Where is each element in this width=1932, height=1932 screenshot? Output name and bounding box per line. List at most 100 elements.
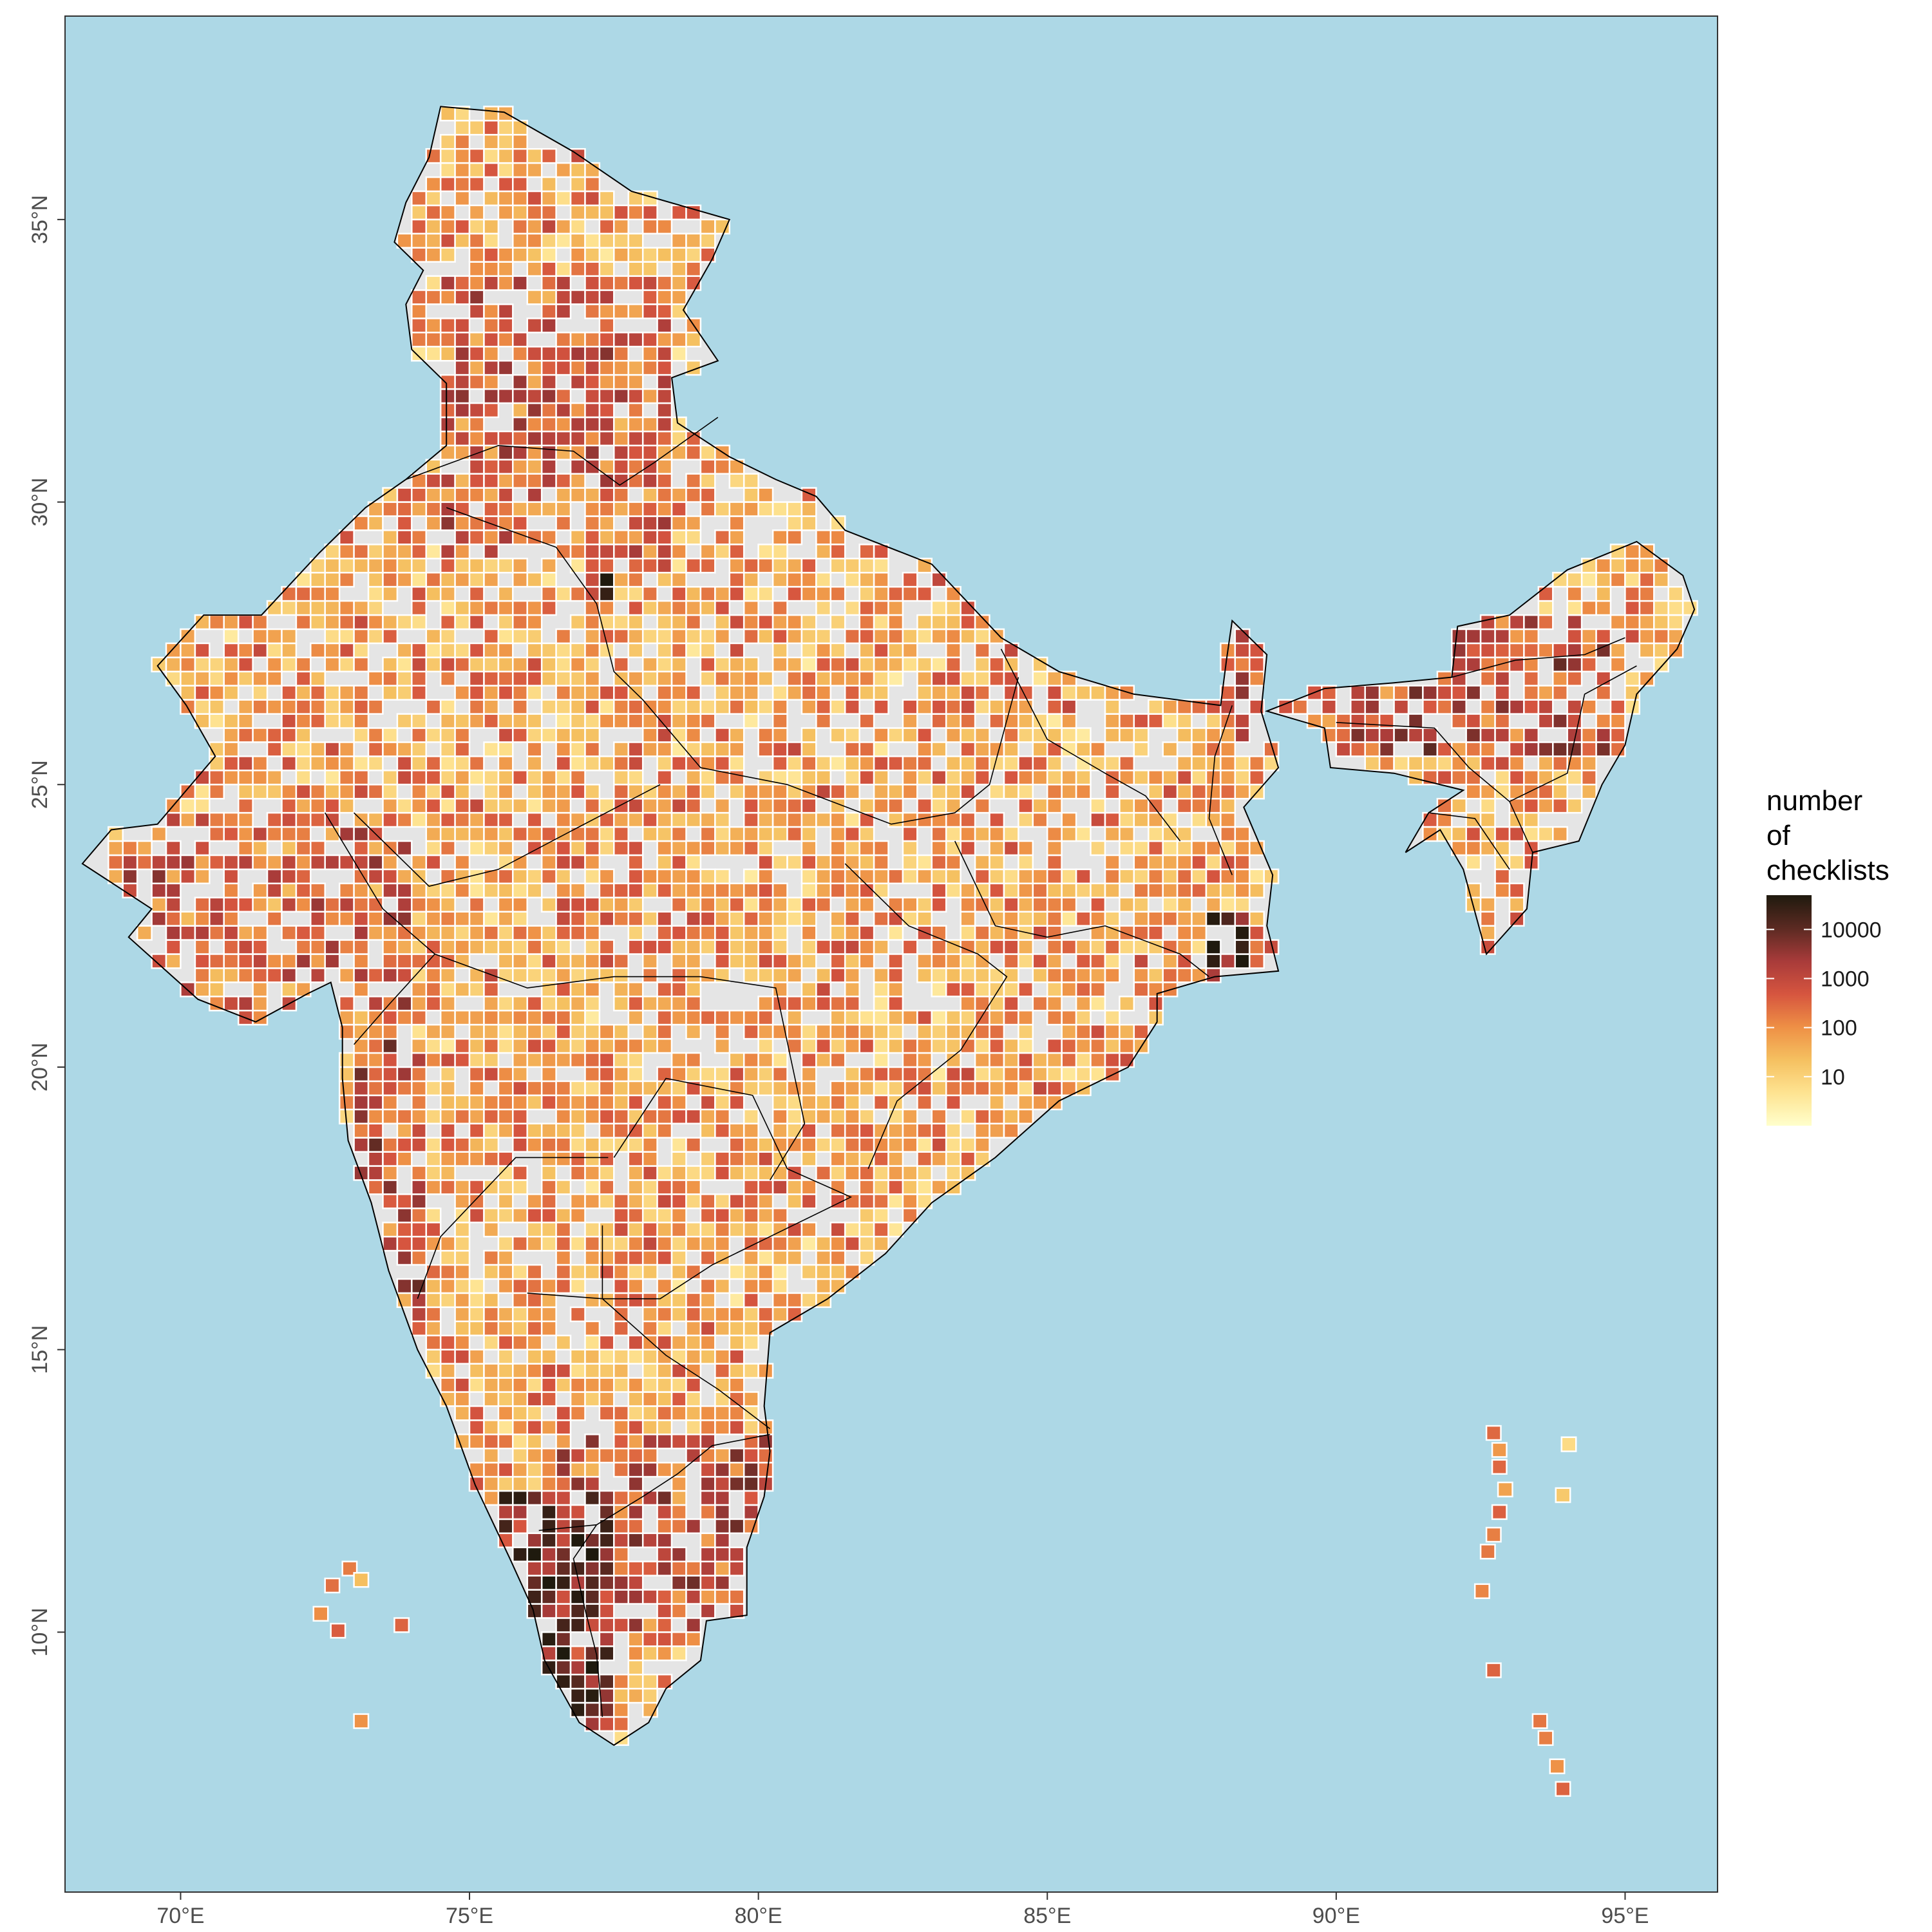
grid-cell [960, 925, 976, 941]
grid-cell [786, 811, 803, 828]
grid-cell [584, 925, 601, 941]
grid-cell [613, 656, 629, 673]
grid-cell [1119, 797, 1135, 814]
grid-cell [786, 1306, 803, 1323]
grid-cell [786, 854, 803, 871]
grid-cell [613, 882, 629, 898]
grid-cell [555, 190, 572, 207]
grid-cell [454, 558, 471, 574]
grid-cell [743, 1080, 759, 1097]
grid-cell [699, 1349, 716, 1365]
grid-cell [772, 811, 788, 828]
grid-cell [873, 600, 889, 616]
grid-cell [1220, 770, 1236, 786]
grid-cell [1191, 882, 1208, 898]
grid-cell [281, 967, 298, 983]
grid-cell [989, 784, 1005, 800]
grid-cell [1046, 685, 1063, 701]
grid-cell [151, 882, 167, 898]
grid-cell [584, 261, 601, 277]
grid-cell [1148, 770, 1164, 786]
grid-cell [324, 699, 341, 715]
grid-cell [627, 670, 644, 687]
grid-cell [1032, 925, 1048, 941]
grid-cell [670, 1603, 687, 1619]
grid-cell [641, 204, 658, 221]
grid-cell [411, 1122, 427, 1139]
grid-cell [627, 1208, 644, 1224]
grid-cell [555, 585, 572, 602]
grid-cell [468, 374, 485, 390]
grid-cell [1075, 1080, 1092, 1097]
grid-cell [584, 1532, 601, 1548]
grid-cell [1133, 840, 1150, 857]
grid-cell [483, 162, 500, 178]
grid-cell [627, 854, 644, 871]
grid-cell [540, 1208, 557, 1224]
grid-cell [1018, 1009, 1034, 1026]
grid-cell [1465, 826, 1482, 842]
grid-cell [873, 614, 889, 630]
grid-cell [411, 190, 427, 207]
grid-cell [974, 826, 990, 842]
grid-cell [743, 1363, 759, 1379]
grid-cell [454, 1222, 471, 1238]
grid-cell [699, 1334, 716, 1350]
grid-cell [945, 797, 961, 814]
grid-cell [887, 953, 904, 969]
grid-cell [670, 1461, 687, 1478]
grid-cell [786, 1249, 803, 1266]
grid-cell [670, 1137, 687, 1153]
grid-cell [743, 699, 759, 715]
grid-cell [324, 685, 341, 701]
grid-cell [902, 1108, 918, 1124]
grid-cell [1148, 826, 1164, 842]
grid-cell [526, 416, 543, 433]
grid-cell [555, 1264, 572, 1280]
grid-cell [598, 699, 615, 715]
grid-cell [1494, 727, 1511, 743]
grid-cell [641, 515, 658, 531]
grid-cell [786, 1122, 803, 1139]
grid-cell [497, 1391, 514, 1407]
grid-cell [483, 147, 500, 164]
grid-cell [382, 953, 399, 969]
grid-cell [656, 430, 673, 447]
grid-cell [670, 1546, 687, 1562]
grid-cell [598, 911, 615, 927]
grid-cell [598, 1504, 615, 1520]
grid-cell [569, 247, 586, 263]
grid-cell [728, 911, 745, 927]
grid-cell [468, 1023, 485, 1040]
grid-cell [858, 614, 875, 630]
grid-cell [1350, 727, 1366, 743]
grid-cell [209, 784, 225, 800]
grid-cell [468, 1434, 485, 1450]
grid-cell [266, 628, 283, 645]
grid-cell [483, 1052, 500, 1068]
grid-cell [786, 797, 803, 814]
grid-cell [1321, 727, 1338, 743]
grid-cell [1090, 755, 1106, 772]
grid-cell [584, 699, 601, 715]
grid-cell [960, 996, 976, 1012]
grid-cell [569, 967, 586, 983]
grid-cell [512, 1208, 528, 1224]
grid-cell [1537, 614, 1554, 630]
grid-cell [960, 953, 976, 969]
grid-cell [800, 1094, 817, 1111]
grid-cell [584, 1264, 601, 1280]
grid-cell [656, 1278, 673, 1294]
grid-cell [584, 1235, 601, 1252]
grid-cell [786, 585, 803, 602]
grid-cell [728, 670, 745, 687]
grid-cell [844, 967, 860, 983]
grid-cell [425, 981, 442, 998]
grid-cell [454, 1108, 471, 1124]
grid-cell [483, 1434, 500, 1450]
grid-cell [699, 656, 716, 673]
grid-cell [1407, 685, 1424, 701]
grid-cell [1090, 1037, 1106, 1054]
grid-cell [728, 1320, 745, 1336]
grid-cell [1580, 770, 1597, 786]
